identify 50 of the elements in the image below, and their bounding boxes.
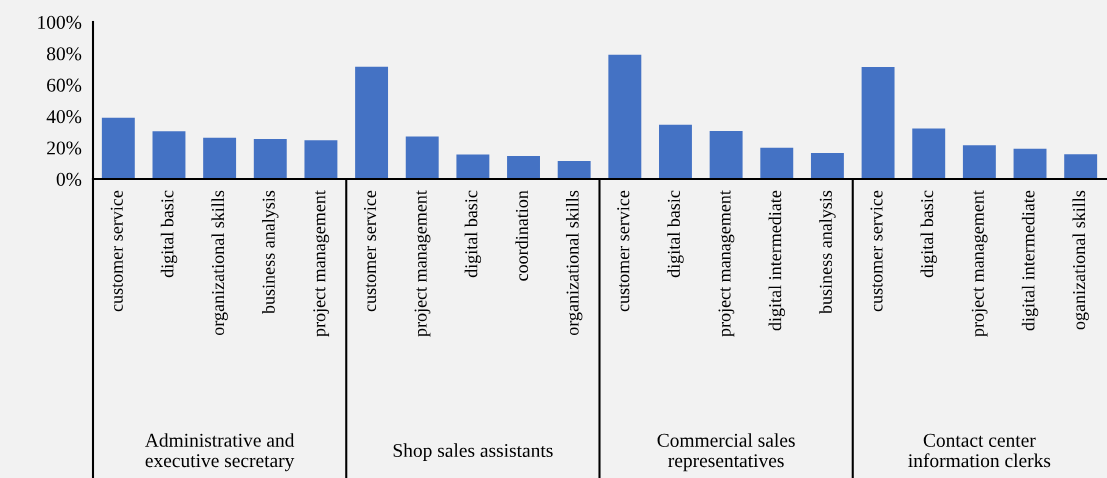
x-tick-label: customer service (617, 190, 630, 312)
x-tick-label: project management (414, 190, 431, 337)
text: Commercial sales representatives (657, 433, 795, 472)
bar (101, 117, 135, 179)
bar (152, 131, 186, 179)
x-tick-label: digital basic (160, 190, 178, 278)
text: Administrative and executive secretary (145, 433, 295, 472)
bar (861, 67, 895, 179)
y-tick-label: 80% (46, 47, 82, 61)
bar (810, 152, 844, 179)
x-tick-label: customer service (363, 190, 377, 312)
x-tick-label: coordination (515, 190, 529, 281)
bar (253, 139, 287, 179)
text: Shop sales assistants (393, 443, 553, 461)
y-tick-label: 60% (47, 78, 82, 92)
y-tick-label: 100% (38, 15, 82, 29)
x-tick-label: business analysis (262, 190, 279, 314)
bar (912, 128, 946, 179)
x-tick-label: organizational skills (565, 190, 583, 336)
bar (760, 147, 794, 179)
y-tick-label: 20% (47, 141, 82, 155)
x-tick-label: digital intermediate (768, 190, 785, 331)
bar (557, 161, 591, 179)
text: Contact center information clerks (908, 433, 1051, 468)
bar (456, 154, 490, 179)
x-tick-label: digital basic (920, 190, 937, 278)
x-tick-label: customer service (110, 190, 123, 312)
bar (1064, 154, 1098, 179)
x-tick-label: project management (971, 190, 988, 337)
x-tick-label: business analysis (819, 190, 836, 314)
bar (659, 124, 692, 179)
bar (203, 137, 237, 179)
x-tick-label: digital intermediate (1021, 190, 1039, 331)
x-tick-label: customer service (870, 190, 883, 312)
bar (709, 130, 743, 179)
bar (355, 66, 389, 179)
y-tick-label: 40% (46, 110, 82, 124)
x-tick-label: project management (718, 190, 735, 337)
x-tick-label: digital basic (667, 190, 684, 278)
bar (608, 54, 642, 179)
x-tick-label: organizational skills (211, 190, 228, 336)
x-tick-label: project management (313, 190, 330, 337)
x-tick-label: oganizational skills (1072, 190, 1089, 330)
y-tick-label: 0% (56, 172, 82, 186)
bar (962, 145, 996, 179)
bar (1013, 148, 1047, 179)
bar (304, 140, 338, 179)
x-tick-label: digital basic (464, 190, 482, 278)
bar (507, 155, 540, 179)
bar (405, 136, 439, 179)
